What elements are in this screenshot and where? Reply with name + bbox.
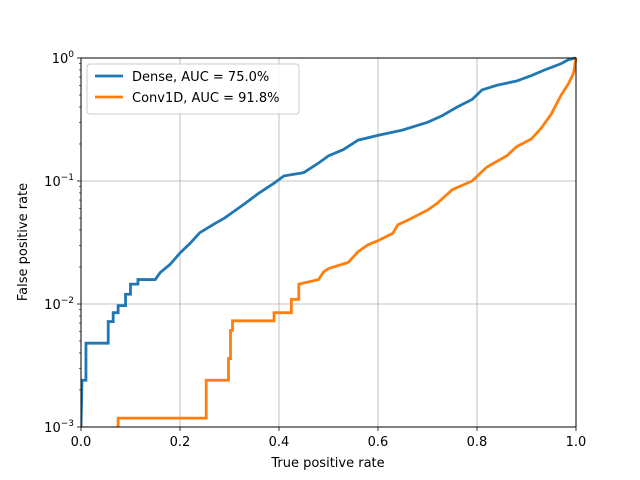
x-tick-label: 0.0	[71, 435, 92, 450]
y-tick-label: 10−1	[44, 173, 74, 190]
y-tick-label: 10−2	[44, 296, 74, 313]
legend-label-0: Dense, AUC = 75.0%	[132, 70, 269, 85]
series-lines	[81, 56, 578, 427]
x-axis-label: True positive rate	[270, 456, 384, 471]
x-tick-label: 1.0	[566, 435, 587, 450]
x-tick-label: 0.2	[170, 435, 191, 450]
y-tick-label: 100	[52, 50, 75, 67]
grid	[81, 58, 576, 427]
plot-frame	[80, 57, 577, 428]
x-tick-label: 0.8	[467, 435, 488, 450]
y-tick-label: 10−3	[44, 419, 74, 436]
y-axis-label: False positive rate	[16, 183, 31, 301]
legend-box	[86, 63, 300, 115]
series-line-0	[81, 56, 577, 427]
x-tick-label: 0.6	[368, 435, 389, 450]
axis-ticks: 0.0 0.2 0.4 0.6 0.8 1.0 10−3 10−2 10−1 100	[44, 50, 586, 450]
legend-label-1: Conv1D, AUC = 91.8%	[132, 91, 279, 106]
legend: Dense, AUC = 75.0% Conv1D, AUC = 91.8%	[86, 63, 300, 115]
x-tick-label: 0.4	[269, 435, 290, 450]
series-line-1	[116, 57, 578, 427]
